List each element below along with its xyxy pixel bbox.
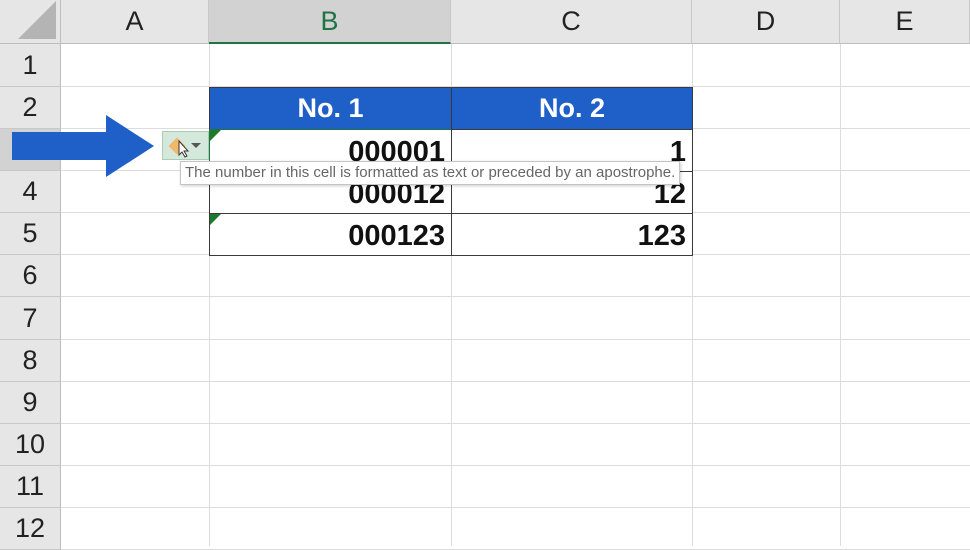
- grid-line: [61, 507, 970, 508]
- grid-line: [61, 423, 970, 424]
- row-header-10[interactable]: 10: [0, 424, 61, 466]
- column-header-c[interactable]: C: [451, 0, 692, 44]
- row-header-9[interactable]: 9: [0, 382, 61, 424]
- error-indicator-icon: [210, 130, 221, 141]
- table-header-no2[interactable]: No. 2: [451, 87, 693, 130]
- grid-line: [840, 44, 841, 546]
- grid-line: [61, 296, 970, 297]
- chevron-down-icon: [191, 143, 201, 148]
- row-header-1[interactable]: 1: [0, 44, 61, 87]
- grid-line: [61, 465, 970, 466]
- row-header-4[interactable]: 4: [0, 171, 61, 213]
- column-header-e[interactable]: E: [840, 0, 970, 44]
- row-header-8[interactable]: 8: [0, 340, 61, 382]
- row-header-11[interactable]: 11: [0, 466, 61, 508]
- cell-c5[interactable]: 123: [451, 213, 693, 256]
- grid-line: [61, 381, 970, 382]
- cell-b5[interactable]: 000123: [209, 213, 452, 256]
- row-header-2[interactable]: 2: [0, 87, 61, 129]
- table-header-no1[interactable]: No. 1: [209, 87, 452, 130]
- grid-line: [61, 339, 970, 340]
- row-header-7[interactable]: 7: [0, 297, 61, 340]
- column-header-d[interactable]: D: [692, 0, 840, 44]
- error-indicator-icon: [210, 214, 221, 225]
- column-header-a[interactable]: A: [61, 0, 209, 44]
- grid-line: [692, 44, 693, 546]
- row-header-5[interactable]: 5: [0, 213, 61, 255]
- mouse-cursor-icon: [178, 139, 190, 163]
- corner-triangle-icon: [18, 1, 56, 39]
- tooltip: The number in this cell is formatted as …: [180, 161, 681, 185]
- row-header-12[interactable]: 12: [0, 508, 61, 550]
- grid-line: [209, 44, 210, 546]
- grid-line: [61, 86, 970, 87]
- select-all-corner[interactable]: [0, 0, 61, 44]
- row-header-6[interactable]: 6: [0, 255, 61, 297]
- arrow-icon: [12, 115, 154, 177]
- grid-line: [451, 44, 452, 546]
- column-header-b[interactable]: B: [209, 0, 451, 44]
